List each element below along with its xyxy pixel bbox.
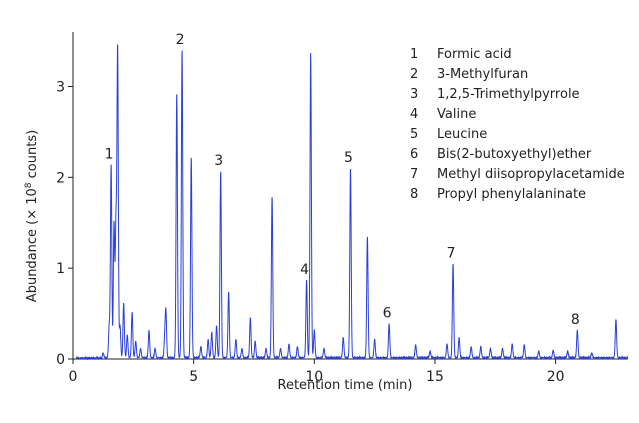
legend-compound-name: Valine [437, 107, 476, 122]
legend: 1 Formic acid 2 3-Methylfuran 3 1,2,5-Trimeth… [410, 47, 625, 202]
y-tick-label: 1 [56, 261, 65, 277]
peak-annotations: 1 2 3 4 5 6 7 8 [105, 32, 580, 328]
x-tick-label: 0 [69, 369, 78, 385]
x-tick-label: 15 [426, 369, 444, 385]
y-tick-label: 3 [56, 80, 65, 96]
legend-compound-name: Methyl diisopropylacetamide [437, 167, 625, 182]
y-axis-title-exponent: 8 [24, 182, 34, 188]
x-axis-title: Retention time (min) [278, 378, 413, 393]
legend-compound-name: 3-Methylfuran [437, 67, 528, 82]
legend-number: 7 [410, 167, 418, 182]
peak-label-3: 3 [214, 153, 223, 169]
x-tick-label: 5 [189, 369, 198, 385]
peak-label-6: 6 [383, 305, 392, 321]
peak-label-2: 2 [176, 32, 185, 48]
chromatogram-trace [76, 44, 629, 361]
y-axis-title-suffix: counts) [25, 130, 40, 183]
y-tick-label: 2 [56, 170, 65, 186]
peak-label-1: 1 [105, 146, 114, 162]
y-axis-title: Abundance (× 108 counts) [24, 130, 40, 302]
legend-number: 5 [410, 127, 418, 142]
chromatogram-trace-group [76, 44, 629, 361]
legend-compound-name: 1,2,5-Trimethylpyrrole [437, 87, 580, 102]
x-tick-label: 10 [305, 369, 323, 385]
peak-label-8: 8 [571, 312, 580, 328]
legend-number: 4 [410, 107, 418, 122]
legend-compound-name: Formic acid [437, 47, 512, 62]
legend-compound-name: Leucine [437, 127, 487, 142]
legend-compound-name: Propyl phenylalaninate [437, 187, 586, 202]
x-tick-label: 20 [547, 369, 565, 385]
legend-number: 6 [410, 147, 418, 162]
legend-compound-name: Bis(2-butoxyethyl)ether [437, 147, 592, 162]
legend-number: 8 [410, 187, 418, 202]
legend-number: 2 [410, 67, 418, 82]
legend-number: 3 [410, 87, 418, 102]
peak-label-5: 5 [344, 150, 353, 166]
y-tick-label: 0 [56, 352, 65, 368]
y-axis-title-prefix: Abundance (× 10 [25, 188, 40, 302]
peak-label-4: 4 [300, 262, 309, 278]
peak-label-7: 7 [447, 245, 456, 261]
legend-number: 1 [410, 47, 418, 62]
